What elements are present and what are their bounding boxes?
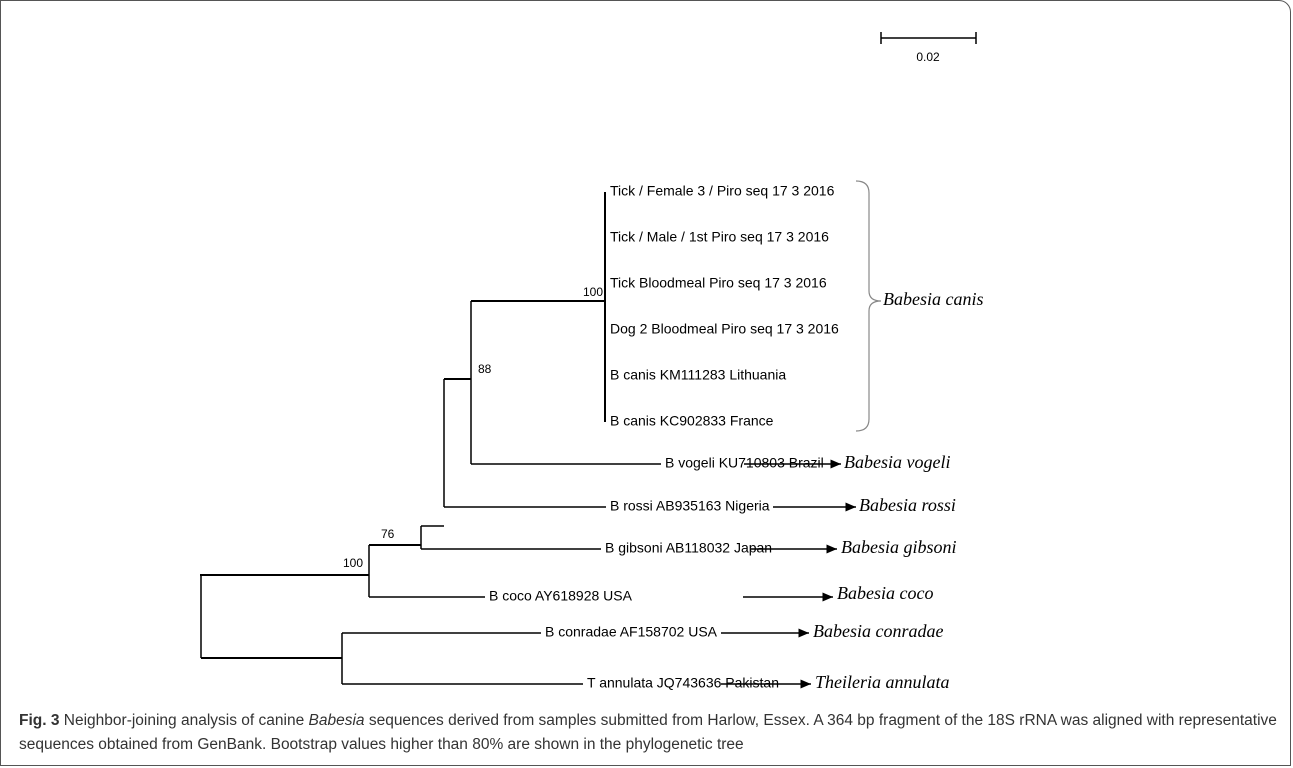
species-label: Babesia coco [837,583,933,603]
leaf-label: B rossi AB935163 Nigeria [610,498,770,514]
bootstrap: 76 [381,527,395,541]
clade-brace [855,180,882,432]
species-label: Babesia vogeli [844,452,950,472]
leaf-label: B canis KM111283 Lithuania [610,367,786,383]
leaf-label: B coco AY618928 USA [489,588,633,604]
scale-label: 0.02 [916,50,940,64]
bootstrap: 100 [583,285,603,299]
bootstrap: 100 [343,556,363,570]
bootstrap: 88 [478,362,492,376]
branches [200,192,661,685]
species-label: Babesia conradae [813,621,943,641]
caption: Fig. 3 Neighbor-joining analysis of cani… [19,709,1279,757]
leaf-label: Tick / Male / 1st Piro seq 17 3 2016 [610,229,829,245]
caption-italic: Babesia [308,712,365,729]
leaf-label: B conradae AF158702 USA [545,624,718,640]
caption-text: sequences derived from samples submitted… [19,712,1277,753]
species-label: Theileria annulata [815,672,950,692]
species-label: Babesia rossi [859,495,956,515]
species-label: Babesia canis [883,289,984,309]
leaf-label: B vogeli KU710803 Brazil [665,455,824,471]
leaf-label: B canis KC902833 France [610,413,774,429]
leaf-label: T annulata JQ743636 Pakistan [587,675,779,691]
tree: 0.02 100 88 76 100 Tick / Female 3 / Pir… [200,32,984,692]
leaf-label: Tick Bloodmeal Piro seq 17 3 2016 [610,275,827,291]
caption-label: Fig. 3 [19,712,60,729]
caption-text: Neighbor-joining analysis of canine [59,712,309,729]
leaf-label: B gibsoni AB118032 Japan [605,540,772,556]
leaf-label: Tick / Female 3 / Piro seq 17 3 2016 [610,183,835,199]
leaf-label: Dog 2 Bloodmeal Piro seq 17 3 2016 [610,321,839,337]
species-label: Babesia gibsoni [841,537,957,557]
